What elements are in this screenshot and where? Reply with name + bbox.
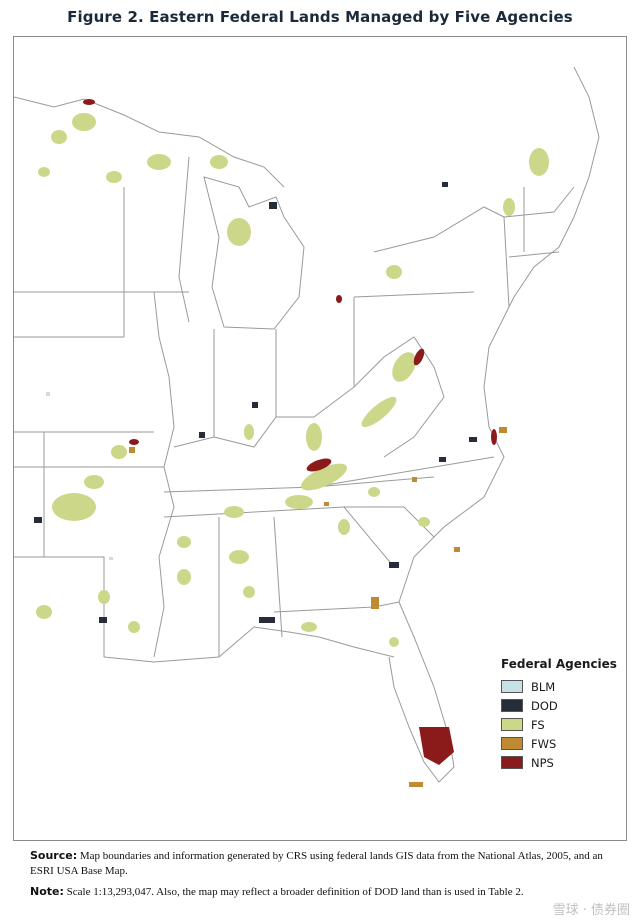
note-text: Scale 1:13,293,047. Also, the map may re… <box>66 886 524 898</box>
fs-lands <box>36 113 549 647</box>
eastern-us-map <box>14 66 600 787</box>
legend-label: DOD <box>531 698 558 713</box>
legend-swatch <box>501 699 523 712</box>
note-label: Note: <box>30 885 64 898</box>
legend-swatch <box>501 756 523 769</box>
legend-title: Federal Agencies <box>501 657 617 671</box>
legend-label: FS <box>531 717 545 732</box>
legend-item-blm: BLM <box>501 677 616 696</box>
fws-lands <box>129 427 507 787</box>
legend-label: BLM <box>531 679 556 694</box>
source-note: Source: Map boundaries and information g… <box>30 848 620 879</box>
state-boundaries <box>14 66 600 783</box>
legend-label: FWS <box>531 736 557 751</box>
legend-swatch <box>501 680 523 693</box>
watermark: 雪球 · 债券圈 <box>552 903 630 918</box>
legend-swatch <box>501 718 523 731</box>
legend-item-fs: FS <box>501 715 616 734</box>
scale-note: Note: Scale 1:13,293,047. Also, the map … <box>30 884 620 900</box>
legend-swatch <box>501 737 523 750</box>
dod-lands <box>34 182 477 623</box>
legend-label: NPS <box>531 755 554 770</box>
legend-item-fws: FWS <box>501 734 616 753</box>
figure-title: Figure 2. Eastern Federal Lands Managed … <box>67 8 573 26</box>
legend: Federal Agencies BLM DOD FS FWS NPS <box>501 657 617 772</box>
legend-item-nps: NPS <box>501 753 616 772</box>
source-label: Source: <box>30 849 78 862</box>
map-frame: Federal Agencies BLM DOD FS FWS NPS <box>13 36 627 841</box>
nps-lands <box>83 99 497 765</box>
source-text: Map boundaries and information generated… <box>30 850 603 877</box>
figure-notes: Source: Map boundaries and information g… <box>30 848 620 905</box>
legend-item-dod: DOD <box>501 696 616 715</box>
blm-lands <box>46 392 113 560</box>
